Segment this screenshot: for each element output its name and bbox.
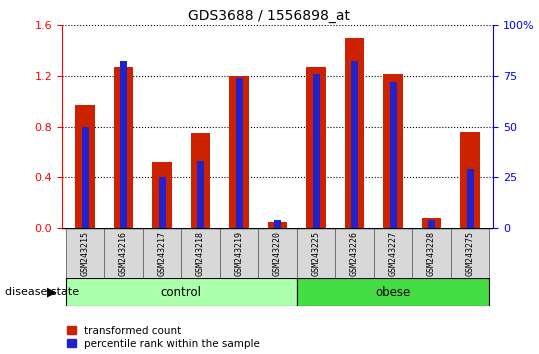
Bar — [383, 74, 403, 228]
Text: GDS3688 / 1556898_at: GDS3688 / 1556898_at — [189, 9, 350, 23]
Bar — [313, 74, 320, 228]
FancyBboxPatch shape — [335, 228, 374, 278]
Text: ▶: ▶ — [47, 286, 57, 298]
Bar — [230, 76, 248, 228]
Text: GSM243216: GSM243216 — [119, 230, 128, 276]
Bar — [114, 67, 133, 228]
Bar — [81, 127, 88, 228]
Text: disease state: disease state — [5, 287, 80, 297]
FancyBboxPatch shape — [66, 228, 105, 278]
FancyBboxPatch shape — [181, 228, 220, 278]
Text: obese: obese — [376, 286, 411, 298]
Bar — [236, 78, 243, 228]
Bar — [120, 62, 127, 228]
Text: GSM243228: GSM243228 — [427, 230, 436, 276]
FancyBboxPatch shape — [105, 228, 143, 278]
Bar — [428, 220, 435, 228]
Legend: transformed count, percentile rank within the sample: transformed count, percentile rank withi… — [67, 326, 260, 349]
FancyBboxPatch shape — [143, 228, 181, 278]
Bar — [75, 105, 95, 228]
Bar — [153, 162, 172, 228]
Text: GSM243217: GSM243217 — [157, 230, 167, 276]
Bar — [422, 218, 441, 228]
Bar — [274, 220, 281, 228]
Bar — [351, 62, 358, 228]
Bar — [268, 222, 287, 228]
FancyBboxPatch shape — [258, 228, 297, 278]
Bar — [345, 38, 364, 228]
Bar — [307, 67, 326, 228]
FancyBboxPatch shape — [412, 228, 451, 278]
Text: GSM243226: GSM243226 — [350, 230, 359, 276]
Text: GSM243227: GSM243227 — [389, 230, 398, 276]
Bar — [390, 82, 397, 228]
FancyBboxPatch shape — [374, 228, 412, 278]
Bar — [460, 132, 480, 228]
Bar — [158, 177, 165, 228]
Text: GSM243219: GSM243219 — [234, 230, 244, 276]
Text: GSM243215: GSM243215 — [81, 230, 89, 276]
Bar — [66, 278, 297, 306]
Text: control: control — [161, 286, 202, 298]
FancyBboxPatch shape — [451, 228, 489, 278]
Text: GSM243225: GSM243225 — [312, 230, 321, 276]
Text: GSM243218: GSM243218 — [196, 230, 205, 276]
Bar — [191, 133, 210, 228]
Bar — [467, 169, 474, 228]
FancyBboxPatch shape — [220, 228, 258, 278]
Bar — [297, 278, 489, 306]
Text: GSM243275: GSM243275 — [466, 230, 474, 276]
Text: GSM243220: GSM243220 — [273, 230, 282, 276]
FancyBboxPatch shape — [297, 228, 335, 278]
Bar — [197, 161, 204, 228]
